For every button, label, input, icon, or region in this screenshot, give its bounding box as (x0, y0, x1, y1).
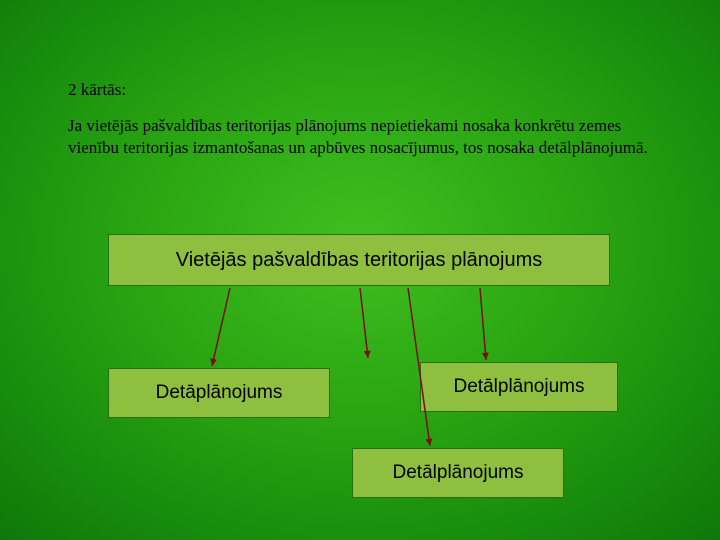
node-bottom-label: Detālplānojums (393, 462, 524, 484)
node-top-label: Vietējās pašvaldības teritorijas plānoju… (176, 249, 543, 272)
node-right-label: Detālplānojums (454, 376, 585, 398)
description-paragraph: Ja vietējās pašvaldības teritorijas plān… (68, 115, 648, 159)
node-left: Detāplānojums (108, 368, 330, 418)
node-bottom: Detālplānojums (352, 448, 564, 498)
node-top: Vietējās pašvaldības teritorijas plānoju… (108, 234, 610, 286)
node-right: Detālplānojums (420, 362, 618, 412)
section-title: 2 kārtās: (68, 80, 126, 100)
node-left-label: Detāplānojums (156, 382, 283, 404)
